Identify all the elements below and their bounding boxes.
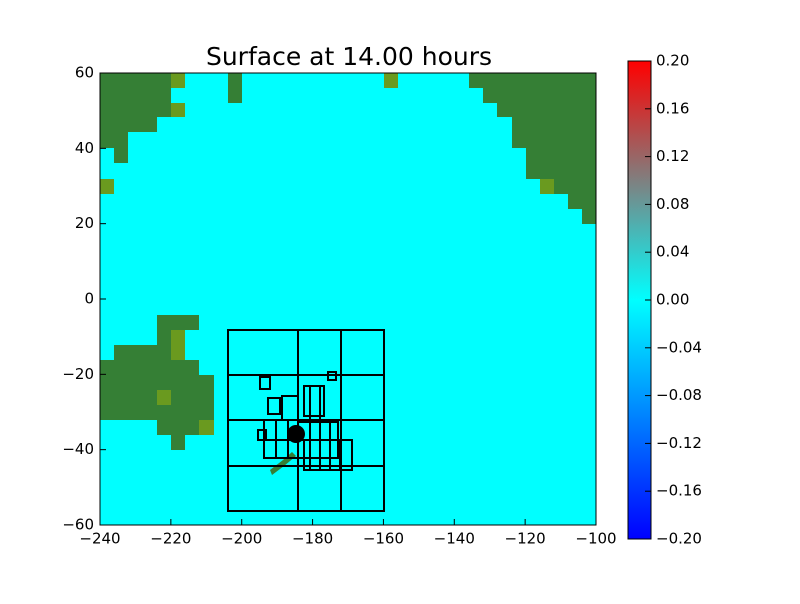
chart-title: Surface at 14.00 hours: [206, 42, 492, 71]
land-highlight: [100, 73, 554, 435]
land: [100, 73, 596, 475]
x-tick-label: −140: [434, 530, 475, 548]
colorbar-tick-label: −0.08: [656, 386, 702, 404]
colorbar-tick-label: 0.00: [656, 291, 689, 309]
colorbar-tick-label: 0.20: [656, 52, 689, 70]
y-tick-label: 40: [75, 139, 94, 157]
colorbar-tick-label: 0.04: [656, 243, 689, 261]
x-tick-label: −180: [292, 530, 333, 548]
x-tick-label: −160: [363, 530, 404, 548]
x-tick-label: −100: [575, 530, 616, 548]
amr-grid: [227, 329, 385, 512]
colorbar-tick-label: −0.12: [656, 434, 702, 452]
y-tick-label: −20: [62, 365, 94, 383]
colorbar-tick-label: 0.16: [656, 99, 689, 117]
colorbar-tick-label: 0.12: [656, 147, 689, 165]
x-tick-label: −220: [150, 530, 191, 548]
y-tick-label: 0: [84, 290, 94, 308]
colorbar-tick-label: −0.04: [656, 338, 702, 356]
y-tick-label: 60: [75, 64, 94, 82]
y-tick-label: −40: [62, 440, 94, 458]
x-tick-label: −120: [505, 530, 546, 548]
colorbar-tick-label: −0.20: [656, 530, 702, 548]
x-tick-label: −240: [79, 530, 120, 548]
x-tick-label: −200: [221, 530, 262, 548]
y-tick-label: 20: [75, 214, 94, 232]
y-tick-label: −60: [62, 516, 94, 534]
colorbar-tick-label: −0.16: [656, 482, 702, 500]
colorbar-tick-label: 0.08: [656, 195, 689, 213]
